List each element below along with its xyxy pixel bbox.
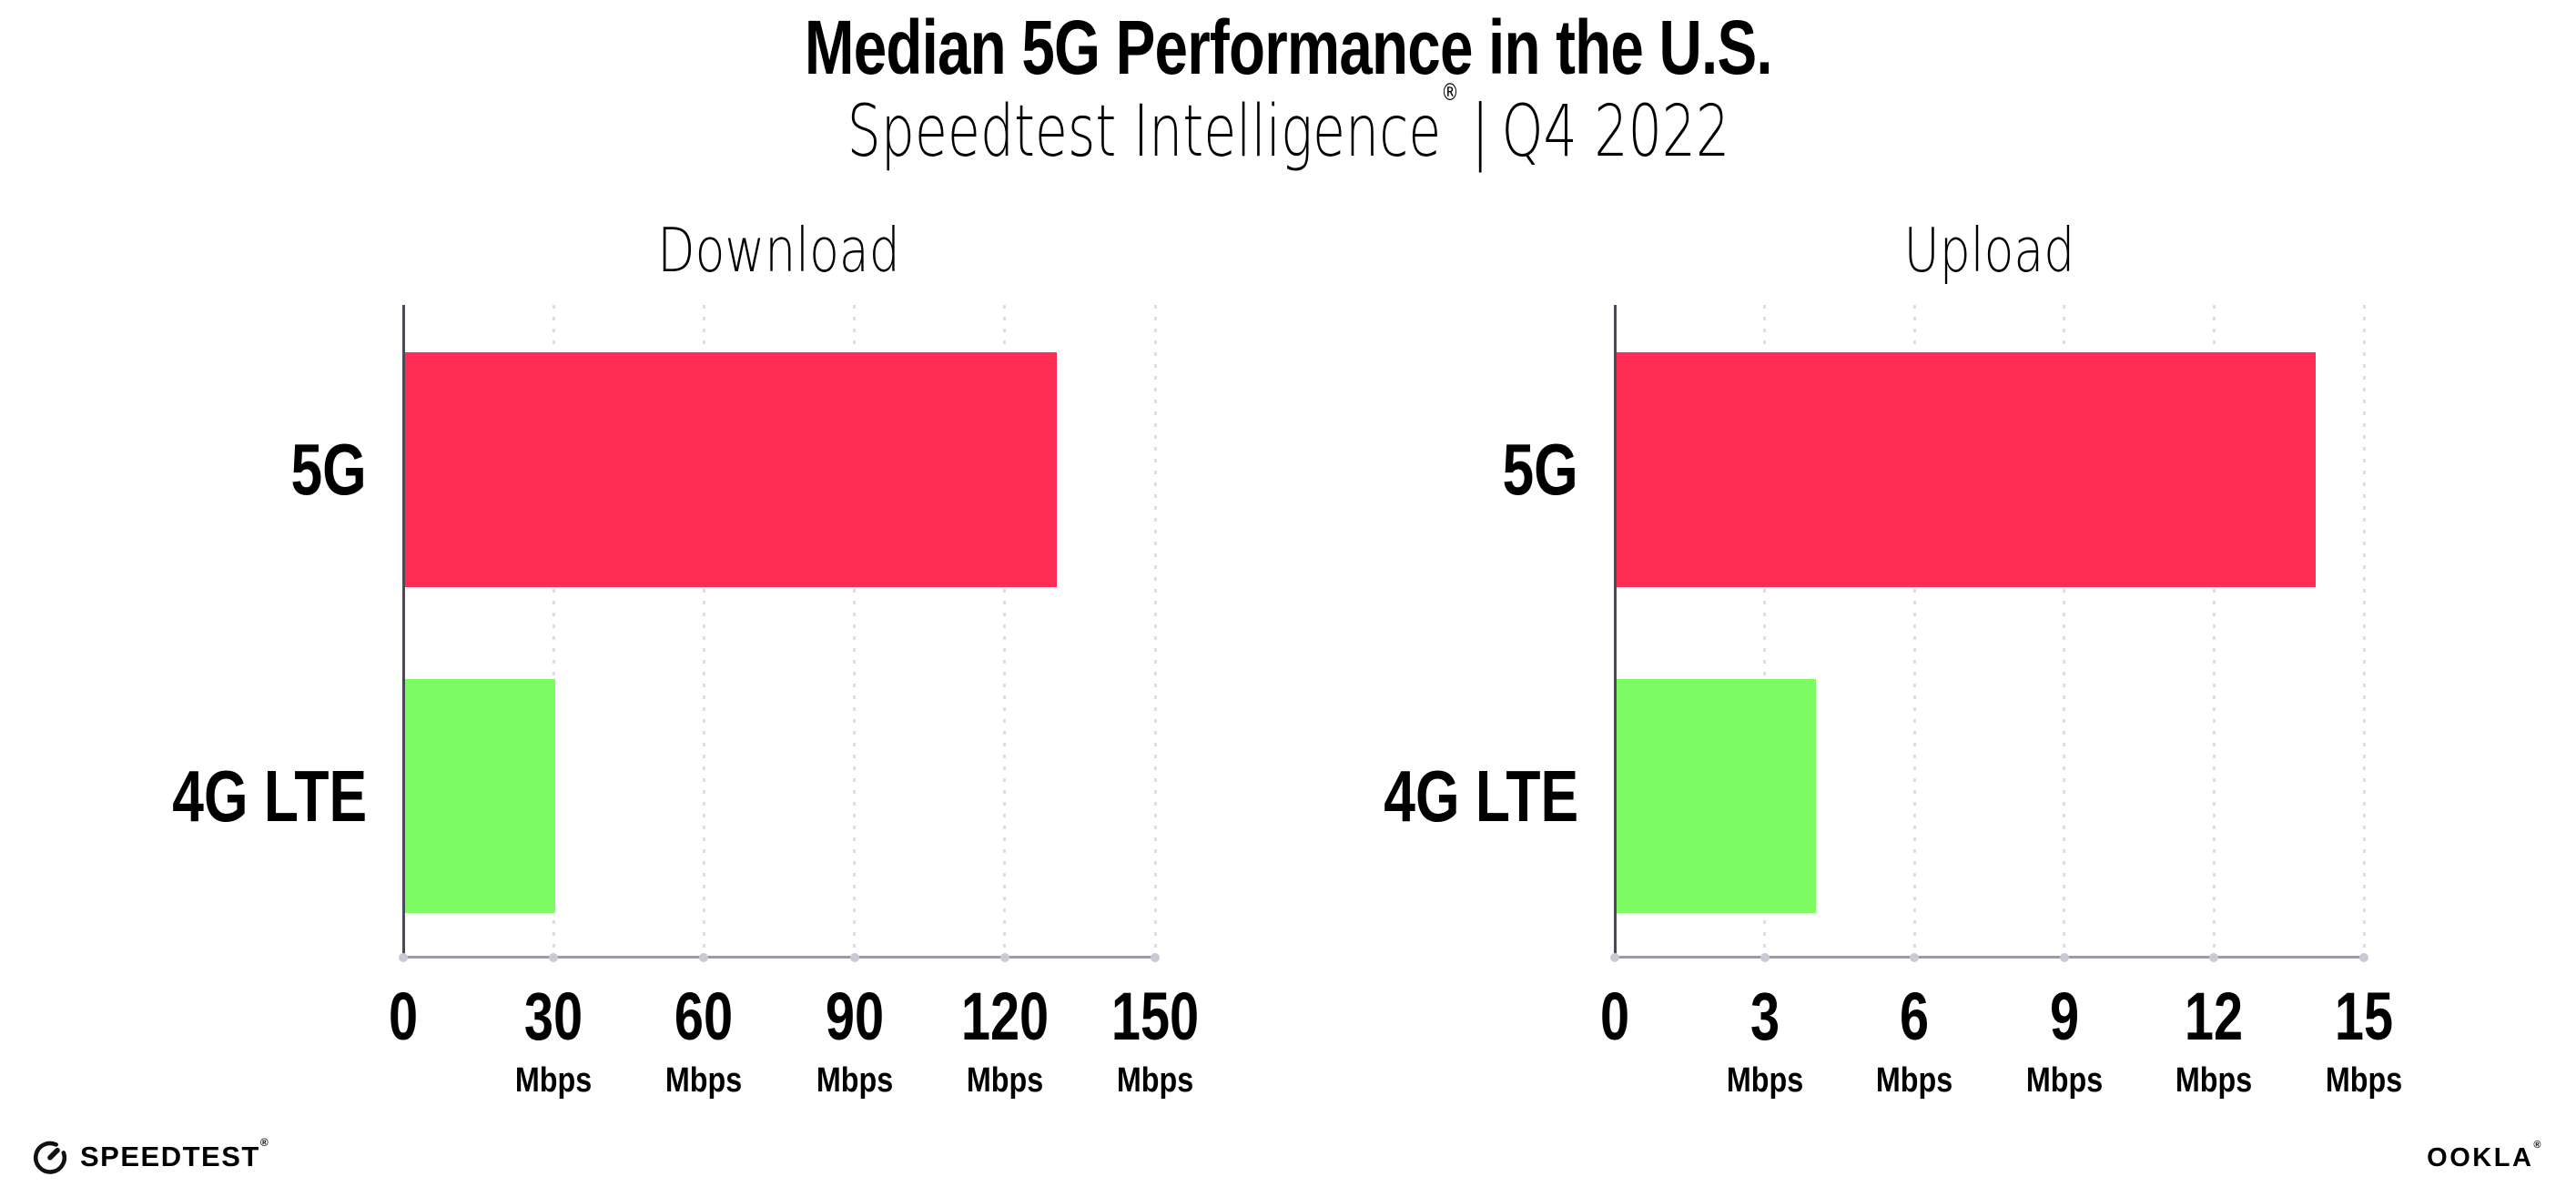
axis-tick-dot <box>699 953 709 962</box>
axis-tick-dot <box>1610 953 1619 962</box>
speedtest-logo: SPEEDTEST® <box>31 1137 269 1175</box>
axis-tick-dot <box>1760 953 1770 962</box>
category-label-text: 4G LTE <box>172 755 367 837</box>
x-tick-unit: Mbps <box>1876 1061 1953 1100</box>
x-tick-label: 30 Mbps <box>417 979 690 1100</box>
subtitle-brand: Speedtest Intelligence <box>847 90 1441 173</box>
page-title-text: Median 5G Performance in the U.S. <box>804 5 1773 90</box>
x-tick-label: 9 Mbps <box>1928 979 2201 1100</box>
ookla-registered-mark: ® <box>2533 1140 2543 1151</box>
x-tick-label: 3 Mbps <box>1628 979 1902 1100</box>
bar-5g <box>405 352 1057 587</box>
x-tick-label: 90 Mbps <box>718 979 991 1100</box>
x-tick-label: 12 Mbps <box>2077 979 2350 1100</box>
gridline <box>702 305 705 958</box>
gridline <box>552 305 555 958</box>
gridline <box>2212 305 2216 958</box>
category-label-4g-lte: 4G LTE <box>1329 755 1578 837</box>
speedtest-gauge-icon <box>33 1141 67 1174</box>
axis-tick-dot <box>2059 953 2069 962</box>
axis-tick-dot <box>399 953 408 962</box>
subtitle-period: Q4 2022 <box>1501 90 1729 173</box>
page-subtitle-text: Speedtest Intelligence® | Q4 2022 <box>847 81 1729 167</box>
download-chart-title: Download <box>657 215 901 286</box>
axis-tick-dot <box>999 953 1009 962</box>
gridline <box>1003 305 1007 958</box>
gridline <box>2362 305 2366 958</box>
x-tick-unit: Mbps <box>1116 1061 1194 1100</box>
gridline <box>2063 305 2066 958</box>
axis-tick-dot <box>1151 953 1160 962</box>
gridline <box>1763 305 1767 958</box>
x-tick-unit: Mbps <box>1726 1061 1803 1100</box>
bar-5g <box>1617 352 2317 587</box>
y-axis-spine <box>402 305 405 958</box>
ookla-logo: OOKLA® <box>2427 1141 2543 1172</box>
upload-chart-plot-area: 5G 4G LTE 0 3 Mbps 6 Mbps 9 Mbps 12 Mbps 15 Mbps <box>1384 305 2402 1098</box>
ookla-wordmark: OOKLA <box>2427 1143 2534 1172</box>
x-tick-value: 0 <box>1599 979 1630 1054</box>
x-tick-value: 90 <box>825 979 884 1054</box>
category-label-5g: 5G <box>269 433 367 506</box>
download-chart-plot-area: 5G 4G LTE 0 30 Mbps 60 Mbps 90 Mbps 120 Mbps 150 Mbp… <box>172 305 1199 1098</box>
gridline <box>1153 305 1157 958</box>
axis-tick-dot <box>2359 953 2368 962</box>
category-label-text: 5G <box>290 429 367 510</box>
x-tick-unit: Mbps <box>515 1061 593 1100</box>
x-tick-value: 9 <box>2049 979 2079 1054</box>
gridline <box>853 305 857 958</box>
axis-tick-dot <box>2209 953 2219 962</box>
category-label-text: 4G LTE <box>1384 755 1578 837</box>
speedtest-wordmark: SPEEDTEST® <box>80 1136 270 1172</box>
x-tick-value: 3 <box>1749 979 1780 1054</box>
x-tick-label: 120 Mbps <box>868 979 1141 1100</box>
x-tick-value: 150 <box>1111 979 1200 1054</box>
x-tick-unit: Mbps <box>2325 1061 2403 1100</box>
x-tick-unit: Mbps <box>2025 1061 2103 1100</box>
axis-tick-dot <box>849 953 859 962</box>
x-tick-unit: Mbps <box>665 1061 743 1100</box>
x-tick-label: 60 Mbps <box>567 979 840 1100</box>
axis-tick-dot <box>549 953 559 962</box>
x-tick-value: 0 <box>388 979 419 1054</box>
upload-chart-title: Upload <box>1903 215 2075 286</box>
x-tick-value: 12 <box>2185 979 2244 1054</box>
header: Median 5G Performance in the U.S. Speedt… <box>0 0 2576 167</box>
subtitle-separator: | <box>1470 90 1489 173</box>
axis-tick-dot <box>1910 953 1920 962</box>
x-tick-value: 120 <box>960 979 1049 1054</box>
bar-4g-lte <box>1617 679 1817 913</box>
category-label-text: 5G <box>1502 429 1578 510</box>
x-tick-unit: Mbps <box>966 1061 1043 1100</box>
category-label-5g: 5G <box>1481 433 1578 506</box>
x-axis-line <box>1615 956 2364 959</box>
bar-4g-lte <box>405 679 556 913</box>
x-tick-unit: Mbps <box>816 1061 893 1100</box>
x-tick-label: 150 Mbps <box>1019 979 1292 1100</box>
x-tick-value: 15 <box>2334 979 2394 1054</box>
x-tick-value: 6 <box>1900 979 1930 1054</box>
page-title: Median 5G Performance in the U.S. <box>0 0 2576 87</box>
y-axis-spine <box>1614 305 1617 958</box>
x-tick-label: 15 Mbps <box>2227 979 2500 1100</box>
x-tick-value: 60 <box>674 979 734 1054</box>
x-tick-unit: Mbps <box>2175 1061 2253 1100</box>
x-tick-label: 0 <box>1478 983 1751 1050</box>
x-tick-value: 30 <box>524 979 583 1054</box>
x-tick-label: 0 <box>267 983 540 1050</box>
x-axis-line <box>403 956 1155 959</box>
speedtest-registered-mark: ® <box>259 1136 270 1150</box>
registered-trademark-icon: ® <box>1440 78 1459 107</box>
x-tick-label: 6 Mbps <box>1778 979 2051 1100</box>
page-subtitle: Speedtest Intelligence® | Q4 2022 <box>0 81 2576 167</box>
gridline <box>1912 305 1916 958</box>
category-label-4g-lte: 4G LTE <box>117 755 367 837</box>
